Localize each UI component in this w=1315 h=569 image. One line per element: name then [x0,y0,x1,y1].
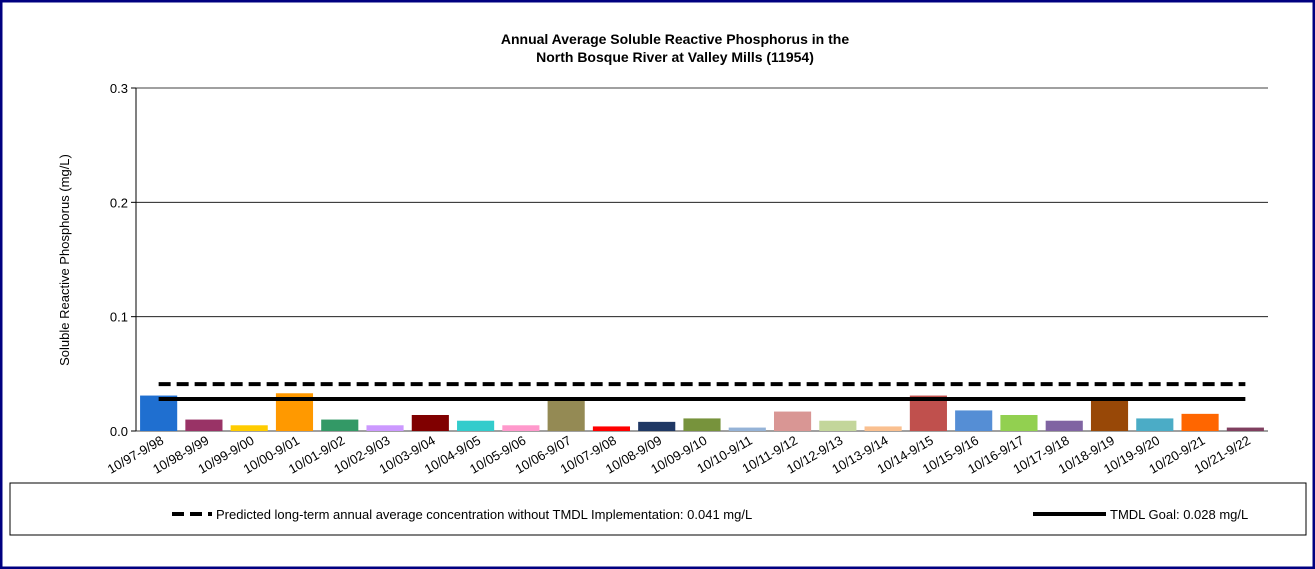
bar [411,414,449,431]
bar [1181,413,1219,431]
bar [140,395,178,431]
bar [638,421,676,431]
y-tick-label: 0.0 [110,424,128,439]
y-tick-label: 0.2 [110,195,128,210]
bar [457,420,495,431]
legend-label: TMDL Goal: 0.028 mg/L [1110,507,1248,522]
legend [9,482,1307,536]
bar [1090,398,1129,431]
chart-title: Annual Average Soluble Reactive Phosphor… [501,31,849,47]
bar [728,427,766,431]
bar [773,411,812,431]
bar [1226,427,1264,431]
chart-title: North Bosque River at Valley Mills (1195… [536,49,814,65]
bar [1136,418,1174,431]
y-axis-label: Soluble Reactive Phosphorus (mg/L) [57,154,72,366]
bar [864,426,902,431]
y-tick-label: 0.3 [110,81,128,96]
bar [592,426,631,431]
bar [502,425,540,431]
bar [683,418,721,431]
bar [1045,420,1083,431]
y-tick-label: 0.1 [110,310,128,325]
bar [547,398,585,431]
bar [819,420,857,431]
bar [230,425,268,431]
bar [185,419,223,431]
bar [1000,414,1038,431]
bar [321,419,359,431]
bar [909,395,947,431]
legend-label: Predicted long-term annual average conce… [216,507,752,522]
bar [366,425,404,431]
bar [955,410,993,431]
